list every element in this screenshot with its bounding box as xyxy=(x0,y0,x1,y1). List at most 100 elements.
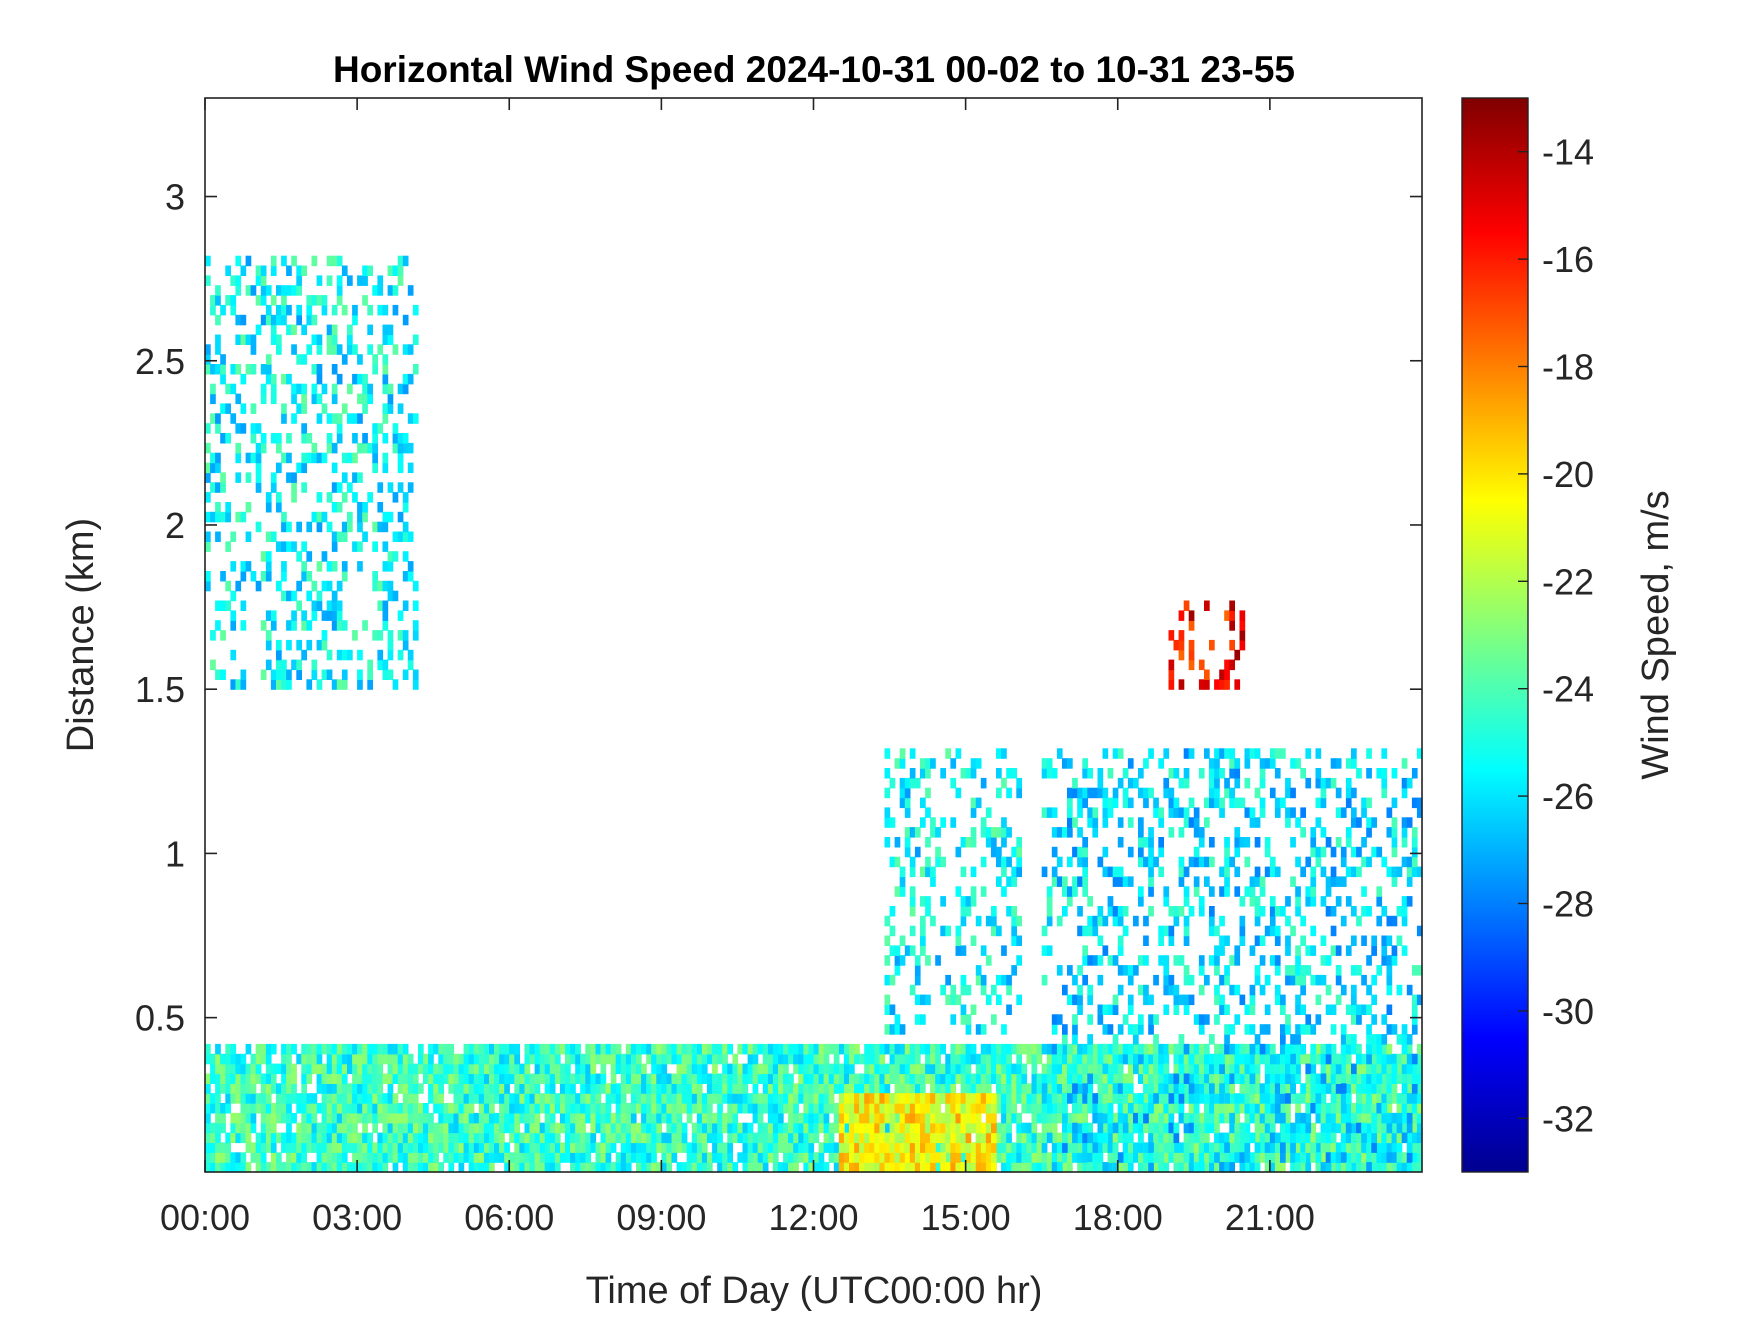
heatmap-cell xyxy=(1412,768,1418,779)
heatmap-cell xyxy=(1397,1142,1403,1153)
heatmap-cell xyxy=(1113,1113,1119,1124)
heatmap-cell xyxy=(717,1113,723,1124)
heatmap-cell xyxy=(1148,906,1154,917)
heatmap-cell xyxy=(1072,1093,1078,1104)
heatmap-cell xyxy=(915,1064,921,1075)
heatmap-cell xyxy=(1229,955,1235,966)
heatmap-cell xyxy=(1224,610,1230,621)
heatmap-cell xyxy=(337,295,343,306)
heatmap-cell xyxy=(235,1113,241,1124)
heatmap-cell xyxy=(241,374,247,385)
heatmap-cell xyxy=(1001,1133,1007,1144)
heatmap-cell xyxy=(727,1103,733,1114)
heatmap-cell xyxy=(550,1054,556,1065)
heatmap-cell xyxy=(235,1064,241,1075)
heatmap-cell xyxy=(215,532,221,543)
heatmap-cell xyxy=(312,660,318,671)
heatmap-cell xyxy=(1174,1093,1180,1104)
heatmap-cell xyxy=(271,610,277,621)
heatmap-cell xyxy=(1001,1083,1007,1094)
heatmap-cell xyxy=(1113,1133,1119,1144)
heatmap-cell xyxy=(1224,788,1230,799)
heatmap-cell xyxy=(1042,1133,1048,1144)
heatmap-cell xyxy=(869,1093,875,1104)
heatmap-cell xyxy=(859,1142,865,1153)
heatmap-cell xyxy=(1229,1093,1235,1104)
heatmap-cell xyxy=(372,522,378,533)
heatmap-cell xyxy=(327,492,333,503)
heatmap-cell xyxy=(1067,1044,1073,1055)
heatmap-cell xyxy=(357,275,363,286)
heatmap-cells xyxy=(205,256,1423,1173)
heatmap-cell xyxy=(205,472,211,483)
heatmap-cell xyxy=(697,1113,703,1124)
heatmap-cell xyxy=(504,1142,510,1153)
heatmap-cell xyxy=(981,1123,987,1134)
heatmap-cell xyxy=(1255,1152,1261,1163)
heatmap-cell xyxy=(1229,1103,1235,1114)
heatmap-cell xyxy=(1407,1083,1413,1094)
heatmap-cell xyxy=(220,472,226,483)
heatmap-cell xyxy=(1346,1005,1352,1016)
heatmap-cell xyxy=(1412,1113,1418,1124)
heatmap-cell xyxy=(1037,1133,1043,1144)
heatmap-cell xyxy=(976,1113,982,1124)
heatmap-cell xyxy=(966,906,972,917)
heatmap-cell xyxy=(1174,1142,1180,1153)
heatmap-cell xyxy=(1321,936,1327,947)
heatmap-cell xyxy=(1387,1044,1393,1055)
heatmap-cell xyxy=(286,1123,292,1134)
heatmap-cell xyxy=(1123,788,1129,799)
heatmap-cell xyxy=(1245,1074,1251,1085)
heatmap-cell xyxy=(281,1162,287,1173)
heatmap-cell xyxy=(306,522,312,533)
heatmap-cell xyxy=(666,1083,672,1094)
heatmap-cell xyxy=(291,1093,297,1104)
heatmap-cell xyxy=(1260,798,1266,809)
heatmap-cell xyxy=(479,1074,485,1085)
heatmap-cell xyxy=(352,1064,358,1075)
heatmap-cell xyxy=(301,1133,307,1144)
heatmap-cell xyxy=(459,1093,465,1104)
heatmap-cell xyxy=(616,1103,622,1114)
heatmap-cell xyxy=(301,1103,307,1114)
heatmap-cell xyxy=(940,1083,946,1094)
heatmap-cell xyxy=(393,1064,399,1075)
heatmap-cell xyxy=(737,1074,743,1085)
heatmap-cell xyxy=(388,403,394,414)
heatmap-cell xyxy=(357,561,363,572)
heatmap-cell xyxy=(1199,1123,1205,1134)
heatmap-cell xyxy=(971,1054,977,1065)
heatmap-cell xyxy=(590,1113,596,1124)
heatmap-cell xyxy=(692,1152,698,1163)
heatmap-cell xyxy=(251,1123,257,1134)
heatmap-cell xyxy=(1351,985,1357,996)
heatmap-cell xyxy=(1214,1093,1220,1104)
heatmap-cell xyxy=(403,551,409,562)
heatmap-cell xyxy=(1118,945,1124,956)
heatmap-cell xyxy=(1077,985,1083,996)
heatmap-cell xyxy=(1108,1103,1114,1114)
heatmap-cell xyxy=(322,1123,328,1134)
heatmap-cell xyxy=(1250,1044,1256,1055)
heatmap-cell xyxy=(286,1064,292,1075)
heatmap-cell xyxy=(1092,1064,1098,1075)
heatmap-cell xyxy=(915,827,921,838)
heatmap-cell xyxy=(915,975,921,986)
heatmap-cell xyxy=(1331,1133,1337,1144)
heatmap-cell xyxy=(717,1133,723,1144)
heatmap-cell xyxy=(509,1044,515,1055)
heatmap-cell xyxy=(651,1123,657,1134)
heatmap-cell xyxy=(281,591,287,602)
heatmap-cell xyxy=(1118,876,1124,887)
heatmap-cell xyxy=(1108,1093,1114,1104)
heatmap-cell xyxy=(550,1064,556,1075)
heatmap-cell xyxy=(388,591,394,602)
heatmap-cell xyxy=(1412,1005,1418,1016)
heatmap-cell xyxy=(1265,1044,1271,1055)
heatmap-cell xyxy=(1356,1113,1362,1124)
heatmap-cell xyxy=(220,364,226,375)
heatmap-cell xyxy=(1118,1024,1124,1035)
heatmap-cell xyxy=(474,1113,480,1124)
heatmap-cell xyxy=(1351,1034,1357,1045)
